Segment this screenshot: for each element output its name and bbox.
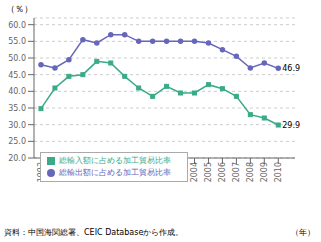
- svg-text:2010: 2010: [274, 162, 283, 182]
- svg-text:1996: 1996: [79, 162, 88, 182]
- svg-text:55.0: 55.0: [8, 37, 26, 46]
- svg-text:29.9: 29.9: [282, 121, 300, 130]
- svg-text:2007: 2007: [232, 162, 241, 182]
- svg-text:2002: 2002: [162, 162, 171, 182]
- svg-text:46.9: 46.9: [282, 64, 300, 73]
- svg-text:2003: 2003: [176, 162, 185, 182]
- svg-text:1995: 1995: [65, 162, 74, 182]
- svg-text:2004: 2004: [190, 162, 199, 182]
- svg-text:20.0: 20.0: [8, 154, 26, 163]
- svg-text:2001: 2001: [148, 162, 157, 182]
- svg-text:2005: 2005: [204, 162, 213, 182]
- svg-text:1993: 1993: [37, 162, 46, 182]
- svg-text:40.0: 40.0: [8, 87, 26, 96]
- svg-text:1998: 1998: [106, 162, 115, 182]
- svg-text:2008: 2008: [246, 162, 255, 182]
- svg-text:35.0: 35.0: [8, 104, 26, 113]
- svg-text:60.0: 60.0: [8, 21, 26, 30]
- svg-text:1999: 1999: [120, 162, 129, 182]
- svg-text:2009: 2009: [260, 162, 269, 182]
- svg-text:50.0: 50.0: [8, 54, 26, 63]
- svg-text:1997: 1997: [92, 162, 101, 182]
- svg-text:2000: 2000: [134, 162, 143, 182]
- svg-text:45.0: 45.0: [8, 71, 26, 80]
- svg-text:25.0: 25.0: [8, 137, 26, 146]
- svg-text:30.0: 30.0: [8, 121, 26, 130]
- svg-text:2006: 2006: [218, 162, 227, 182]
- svg-text:1994: 1994: [51, 162, 60, 182]
